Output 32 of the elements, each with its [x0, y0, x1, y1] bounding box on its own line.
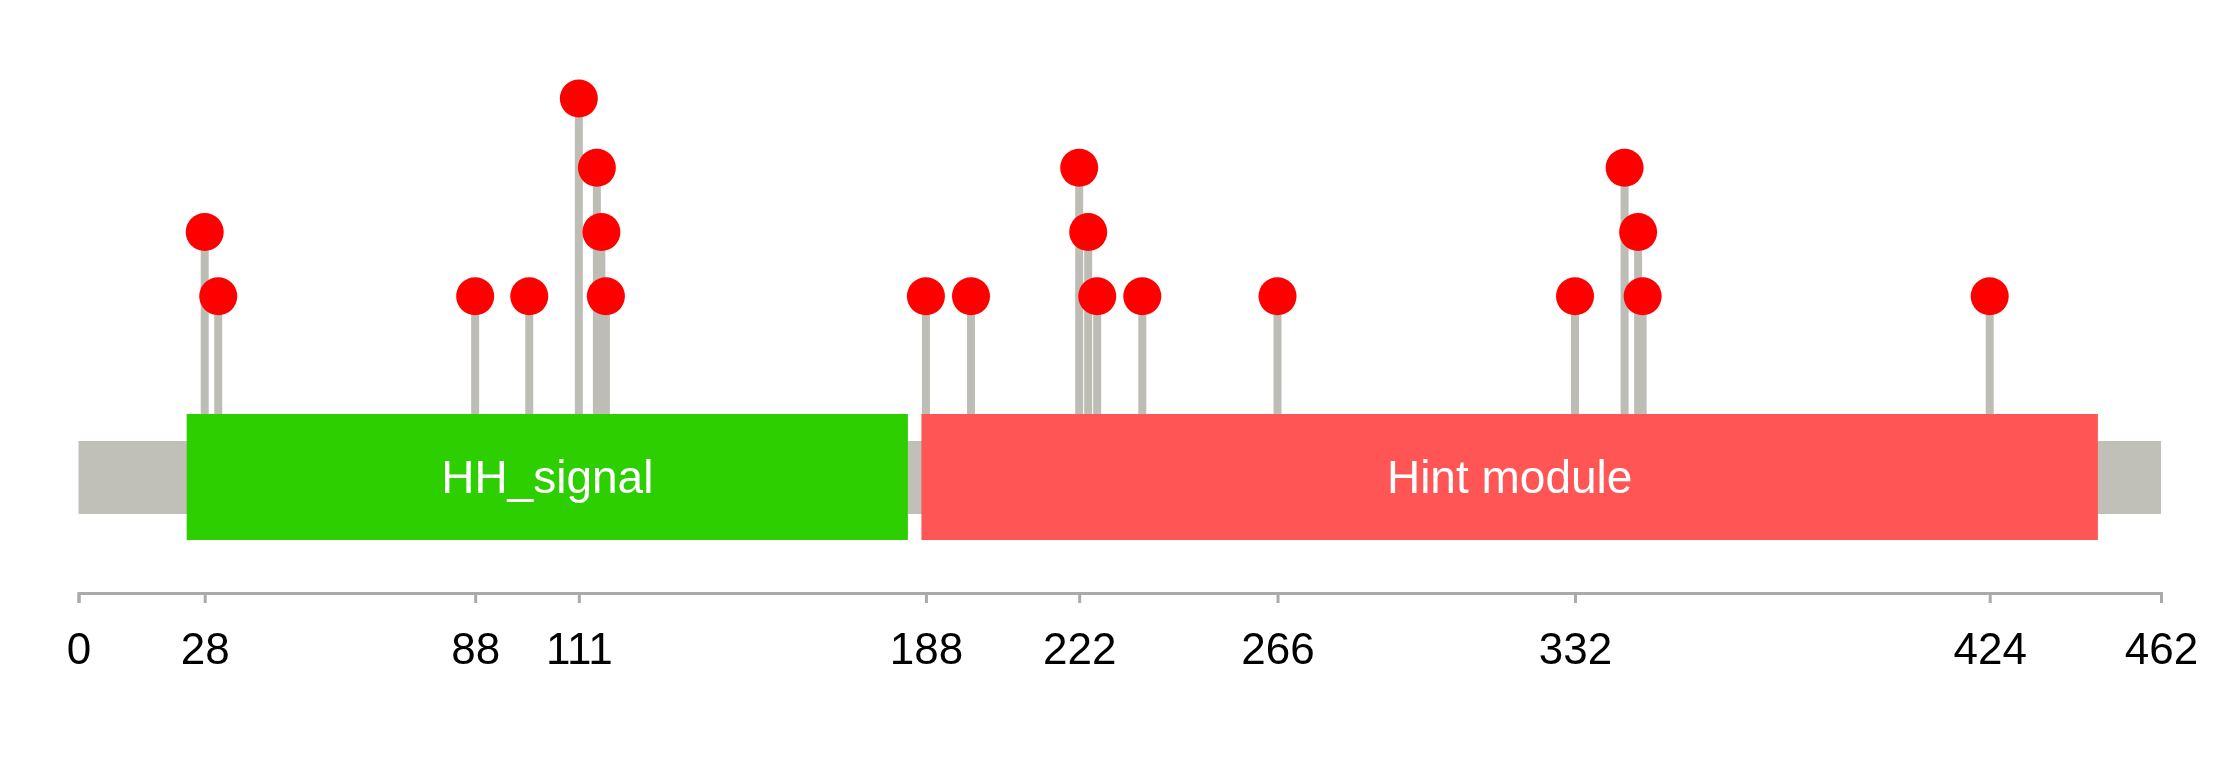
point: [456, 277, 495, 316]
point: [1258, 277, 1297, 316]
x-tick-label: 222: [1042, 624, 1117, 674]
point: [1123, 277, 1162, 316]
point: [1069, 213, 1108, 252]
band-label: Hint module: [1386, 451, 1633, 503]
x-tick-label: 0: [66, 624, 92, 674]
point: [586, 277, 625, 316]
x-tick-label: 88: [451, 624, 501, 674]
x-tick-label: 188: [889, 624, 964, 674]
point: [1078, 277, 1117, 316]
x-tick-label: 424: [1953, 624, 2027, 674]
x-tick-label: 28: [180, 624, 230, 674]
x-tick-label: 111: [545, 624, 613, 674]
point: [1623, 277, 1662, 316]
point: [1970, 277, 2009, 316]
point: [1605, 148, 1644, 187]
point: [1556, 277, 1595, 316]
x-tick-label: 462: [2124, 624, 2199, 674]
point: [906, 277, 945, 316]
point: [582, 213, 621, 252]
point: [1619, 213, 1658, 252]
point: [577, 148, 616, 187]
point: [185, 213, 224, 252]
point: [559, 79, 598, 118]
point: [1060, 148, 1099, 187]
x-tick-label: 332: [1538, 624, 1613, 674]
x-tick-label: 266: [1241, 624, 1315, 674]
point: [199, 277, 238, 316]
band-label: HH_signal: [441, 451, 654, 503]
point: [952, 277, 990, 316]
point: [510, 277, 549, 316]
